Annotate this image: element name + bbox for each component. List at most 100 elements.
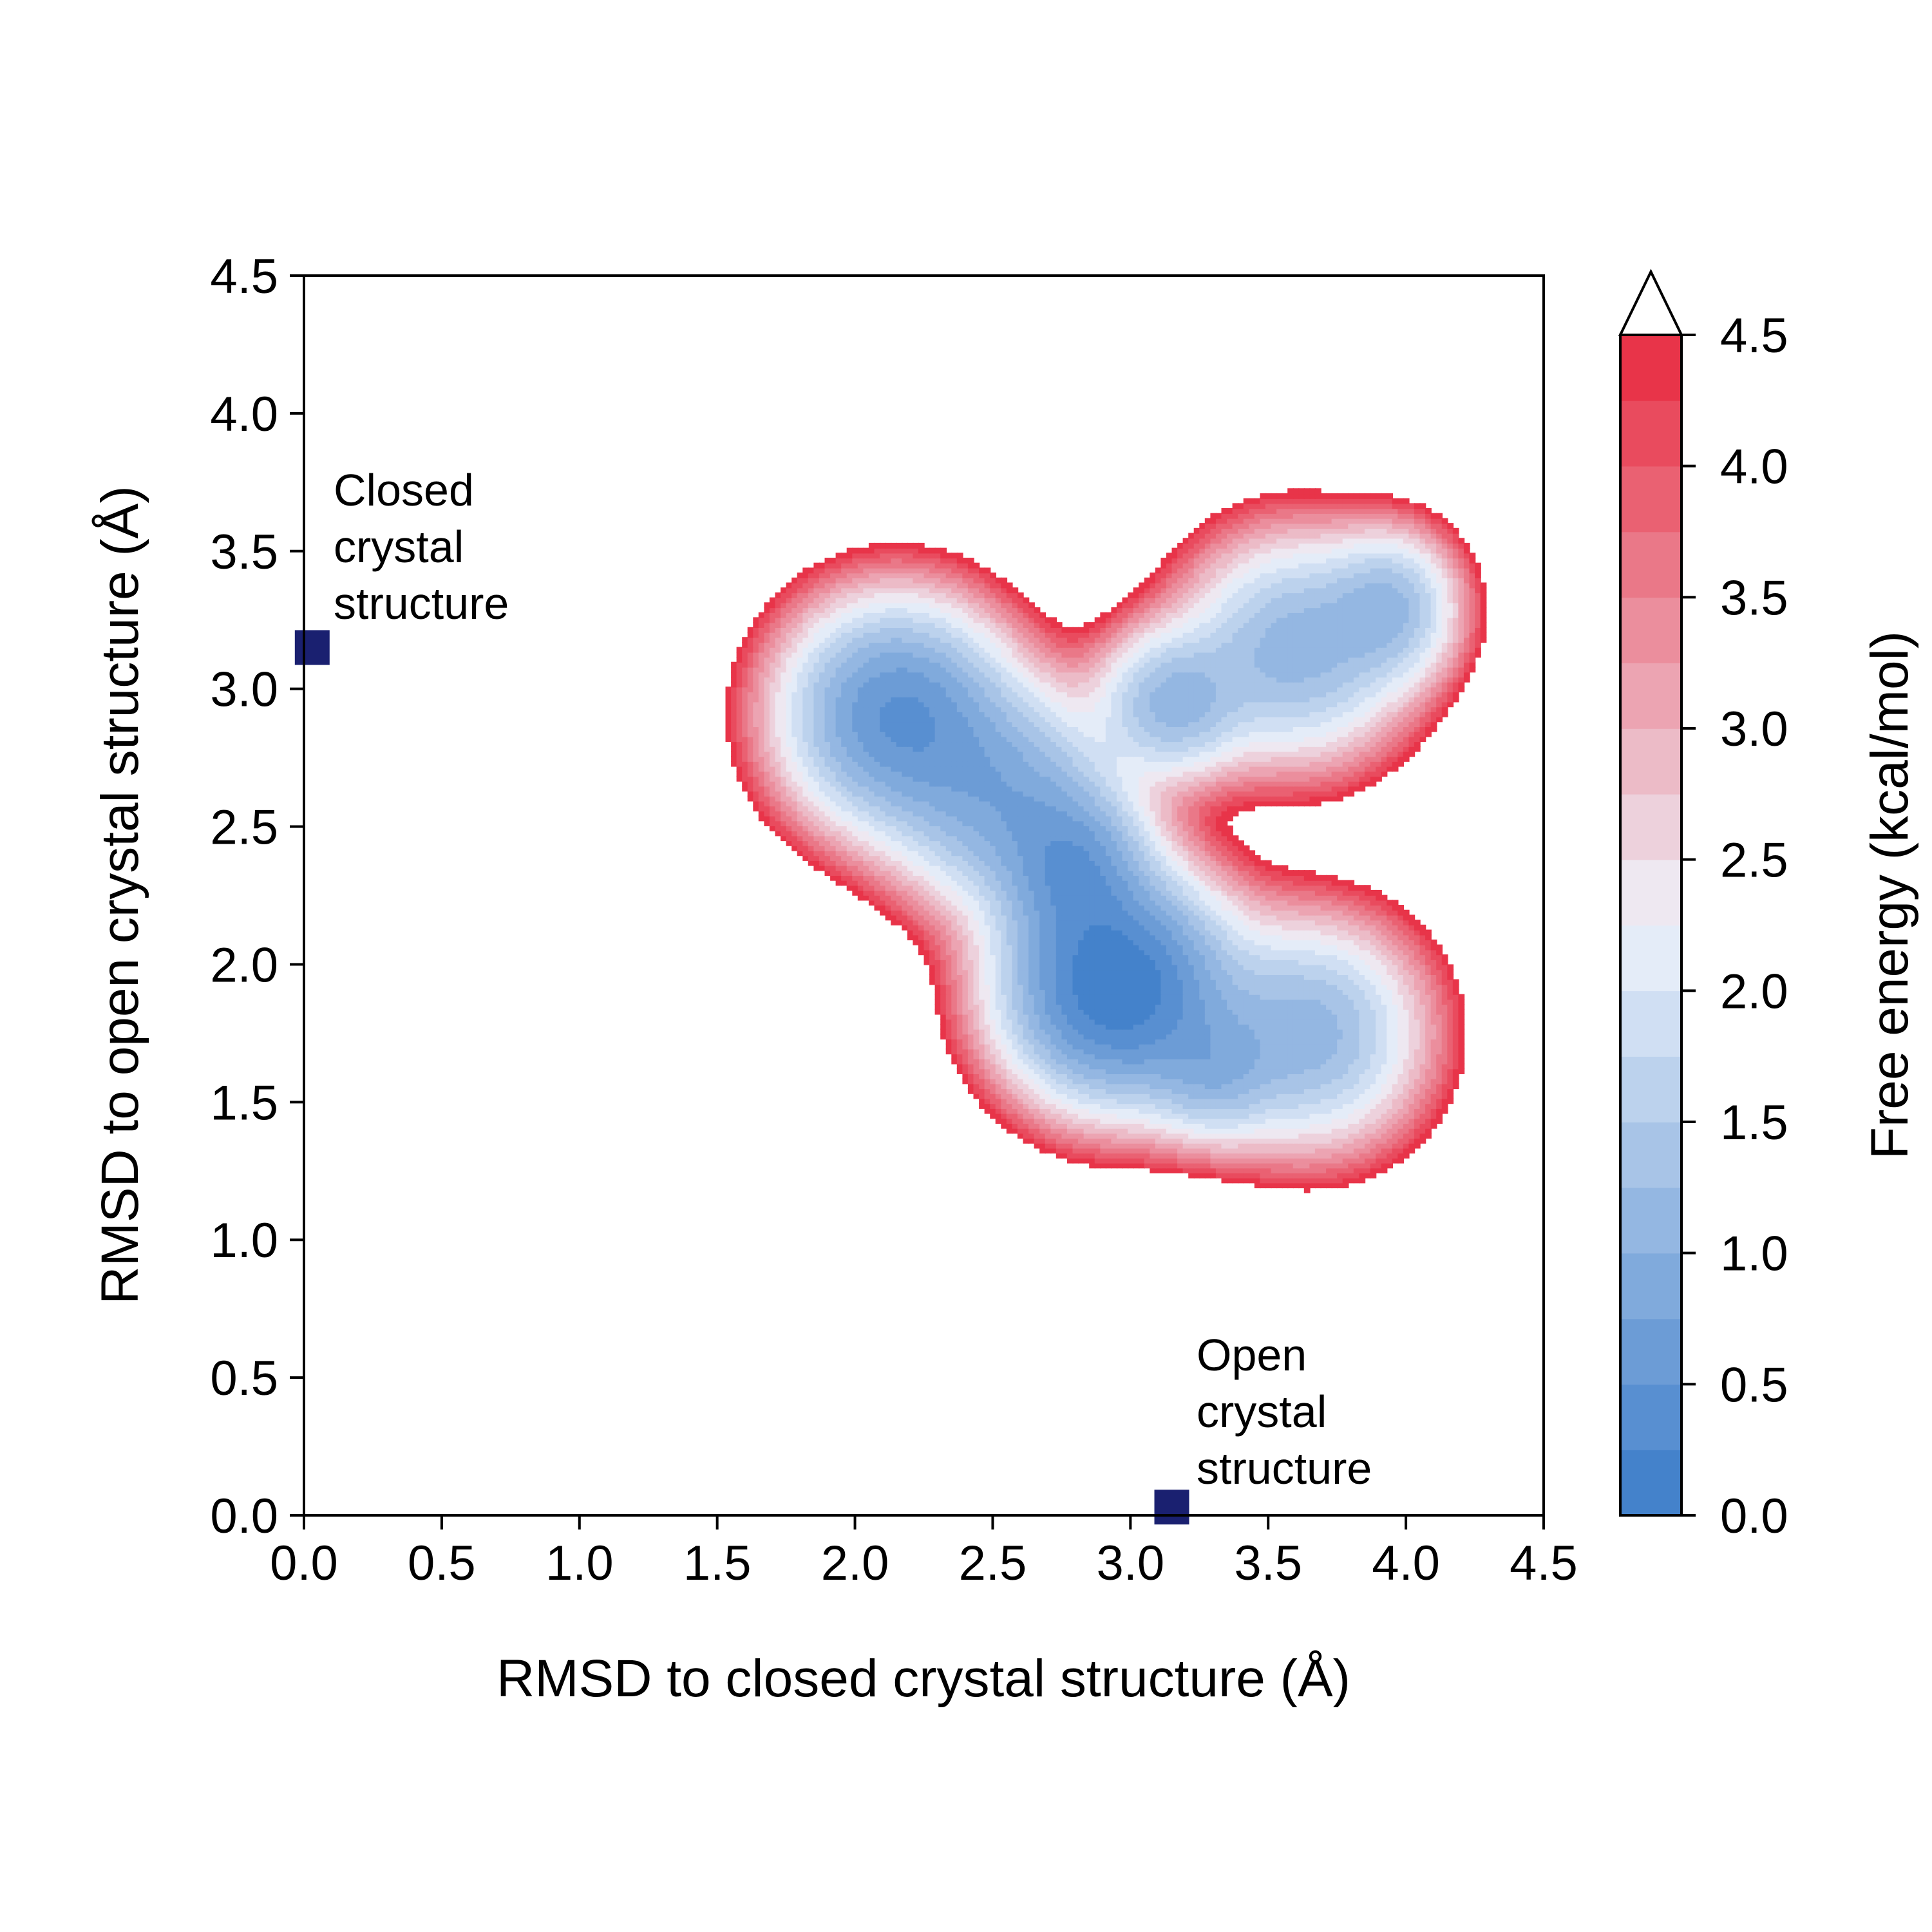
contour-cell [1342, 1063, 1349, 1070]
contour-cell [1359, 1153, 1366, 1159]
contour-cell [1342, 900, 1349, 906]
contour-cell [1447, 1068, 1454, 1074]
contour-cell [1348, 979, 1355, 985]
contour-cell [1028, 1088, 1035, 1094]
contour-cell [1303, 1137, 1311, 1144]
contour-cell [1001, 1078, 1008, 1084]
contour-cell [1039, 895, 1046, 901]
contour-cell [1364, 1048, 1371, 1055]
contour-cell [1282, 1063, 1289, 1070]
contour-cell [1265, 1162, 1272, 1169]
contour-cell [1204, 1142, 1211, 1149]
contour-cell [1193, 989, 1200, 995]
contour-cell [1182, 1004, 1189, 1010]
contour-cell [1254, 979, 1261, 985]
contour-cell [1083, 924, 1090, 931]
contour-cell [1320, 1177, 1327, 1184]
contour-cell [1397, 1063, 1405, 1070]
contour-cell [1150, 914, 1157, 921]
contour-cell [1326, 934, 1332, 941]
contour-cell [1155, 1142, 1162, 1149]
contour-cell [1364, 934, 1371, 941]
contour-cell [934, 895, 942, 901]
contour-cell [1017, 959, 1024, 965]
contour-cell [1249, 914, 1256, 921]
contour-cell [1050, 1063, 1057, 1070]
contour-cell [1066, 1122, 1074, 1129]
contour-cell [1276, 1014, 1283, 1020]
contour-cell [1254, 1113, 1261, 1119]
contour-cell [1353, 929, 1360, 936]
contour-cell [1249, 964, 1256, 971]
contour-cell [990, 999, 996, 1005]
contour-cell [956, 924, 963, 931]
contour-cell [1083, 944, 1090, 951]
contour-cell [1050, 900, 1057, 906]
contour-cell [1182, 1113, 1189, 1119]
contour-cell [1199, 1142, 1206, 1149]
contour-cell [1387, 1088, 1393, 1094]
contour-cell [1155, 1028, 1162, 1035]
contour-cell [1094, 1078, 1101, 1084]
contour-cell [1425, 1108, 1432, 1114]
contour-cell [1287, 929, 1294, 936]
contour-cell [1193, 1043, 1200, 1050]
contour-cell [967, 964, 974, 971]
contour-cell [1160, 1103, 1168, 1109]
contour-cell [995, 1103, 1002, 1109]
contour-cell [1204, 964, 1211, 971]
contour-cell [1249, 994, 1256, 1000]
contour-cell [1293, 1048, 1300, 1055]
contour-cell [1160, 984, 1168, 990]
contour-cell [1370, 994, 1377, 1000]
contour-cell [1193, 920, 1200, 925]
contour-cell [1370, 1073, 1377, 1079]
contour-cell [1171, 1142, 1179, 1149]
contour-cell [1419, 969, 1426, 975]
contour-cell [1392, 1093, 1399, 1099]
contour-cell [973, 1004, 980, 1010]
contour-cell [1387, 1014, 1393, 1020]
contour-cell [1056, 1148, 1063, 1154]
contour-cell [967, 959, 974, 965]
contour-cell [1430, 1108, 1437, 1114]
contour-cell [979, 959, 985, 965]
contour-cell [1133, 909, 1140, 916]
contour-cell [1243, 994, 1250, 1000]
contour-cell [1320, 1118, 1327, 1124]
contour-cell [1232, 1054, 1239, 1059]
contour-cell [1182, 984, 1189, 990]
contour-cell [1403, 979, 1410, 985]
contour-cell [1210, 1142, 1217, 1149]
contour-cell [1436, 1043, 1443, 1050]
contour-cell [1166, 900, 1173, 906]
contour-cell [1045, 1043, 1052, 1050]
contour-cell [1006, 1043, 1013, 1050]
contour-cell [1139, 1093, 1145, 1099]
contour-cell [1078, 969, 1084, 975]
contour-cell [1221, 974, 1228, 980]
contour-cell [1193, 1034, 1200, 1040]
contour-cell [1188, 1153, 1195, 1159]
contour-cell [1116, 1157, 1123, 1164]
contour-cell [1458, 1034, 1465, 1040]
contour-cell [1078, 984, 1084, 990]
contour-cell [1293, 924, 1300, 931]
contour-cell [1078, 1068, 1084, 1074]
contour-cell [1331, 1088, 1338, 1094]
contour-cell [1436, 979, 1443, 985]
contour-cell [1392, 1098, 1399, 1104]
contour-cell [1210, 1019, 1217, 1025]
contour-cell [979, 939, 985, 945]
contour-cell [1238, 969, 1244, 975]
contour-cell [1199, 974, 1206, 980]
contour-cell [1199, 1103, 1206, 1109]
contour-cell [1050, 1137, 1057, 1144]
contour-cell [1006, 1063, 1013, 1070]
contour-cell [1012, 979, 1019, 985]
contour-cell [1232, 929, 1239, 936]
contour-cell [1441, 1058, 1448, 1065]
contour-cell [1072, 934, 1079, 941]
contour-cell [1353, 1004, 1360, 1010]
contour-cell [1320, 999, 1327, 1005]
